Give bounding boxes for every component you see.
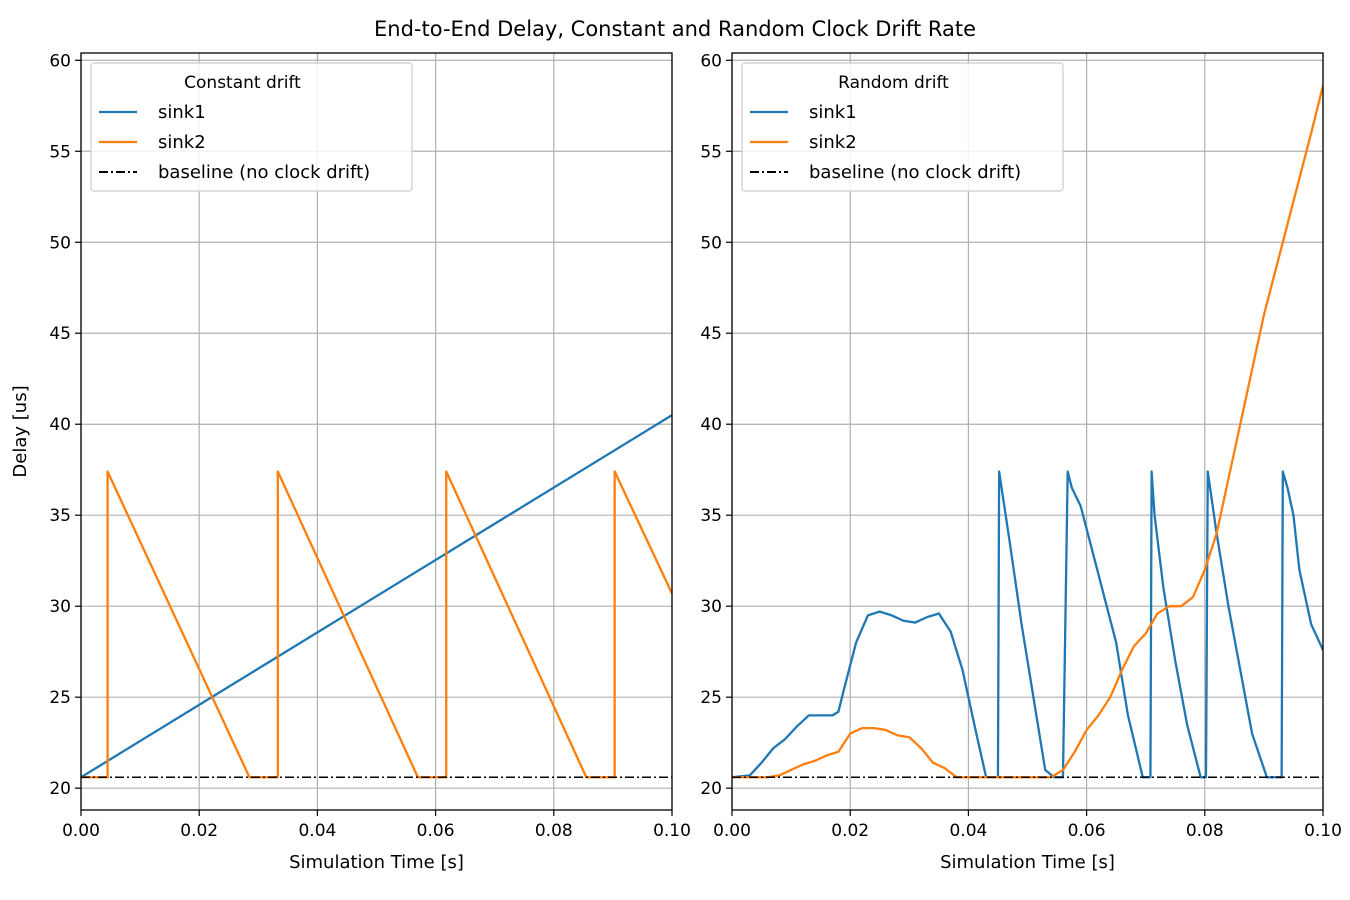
chart2-frame bbox=[731, 52, 1324, 811]
chart2-ytick-label: 20 bbox=[700, 779, 722, 799]
chart1-ytick-label: 25 bbox=[49, 688, 71, 708]
right-chart-random-drift: 0.00 0.02 0.04 0.06 0.08 0.10 20 25 30 35 40 45 50 55… bbox=[700, 51, 1342, 873]
chart2-legend: Random drift sink1 sink2 baseline (no clock… bbox=[741, 62, 1064, 192]
chart2-ytick-label: 50 bbox=[700, 233, 722, 253]
chart2-ytick-label: 60 bbox=[700, 51, 722, 71]
chart1-xtick-label: 0.04 bbox=[298, 821, 336, 841]
chart2-legend-box bbox=[741, 62, 1064, 192]
chart1-ytick-label: 45 bbox=[49, 324, 71, 344]
chart2-legend-label-sink2: sink2 bbox=[809, 132, 857, 153]
chart2-ytick-label: 35 bbox=[700, 506, 722, 526]
chart2-series-group bbox=[732, 85, 1323, 779]
chart1-ytick-label: 40 bbox=[49, 415, 71, 435]
chart2-xtick-label: 0.00 bbox=[713, 821, 751, 841]
chart1-ytick-label: 55 bbox=[49, 142, 71, 162]
chart1-legend-box bbox=[90, 62, 413, 192]
chart2-ytick-label: 25 bbox=[700, 688, 722, 708]
chart1-legend-label-baseline-no-clock-drift: baseline (no clock drift) bbox=[158, 162, 370, 183]
chart1-ytick-label: 30 bbox=[49, 597, 71, 617]
chart1-ytick-label: 35 bbox=[49, 506, 71, 526]
chart1-xtick-label: 0.00 bbox=[62, 821, 100, 841]
chart2-ytick-label: 40 bbox=[700, 415, 722, 435]
chart1-xtick-label: 0.08 bbox=[535, 821, 573, 841]
chart1-series-sink1 bbox=[81, 414, 672, 779]
chart1-series-group bbox=[81, 414, 672, 779]
chart2-series-sink1 bbox=[732, 470, 1323, 779]
chart2-xtick-label: 0.04 bbox=[949, 821, 987, 841]
chart2-xtick-label: 0.06 bbox=[1068, 821, 1106, 841]
figure-suptitle: End-to-End Delay, Constant and Random Cl… bbox=[374, 17, 976, 41]
chart1-xtick-label: 0.10 bbox=[653, 821, 691, 841]
chart1-ytick-label: 60 bbox=[49, 51, 71, 71]
chart1-series-sink2 bbox=[81, 470, 672, 779]
chart1-ytick-label: 20 bbox=[49, 779, 71, 799]
chart2-xtick-label: 0.08 bbox=[1186, 821, 1224, 841]
chart1-x-axis-label: Simulation Time [s] bbox=[289, 852, 464, 873]
chart2-ytick-label: 30 bbox=[700, 597, 722, 617]
chart2-ytick-label: 55 bbox=[700, 142, 722, 162]
chart2-series-sink2 bbox=[732, 85, 1323, 779]
chart1-legend-label-sink2: sink2 bbox=[158, 132, 206, 153]
chart2-xtick-label: 0.02 bbox=[831, 821, 869, 841]
chart1-xtick-label: 0.02 bbox=[180, 821, 218, 841]
chart2-legend-title: Random drift bbox=[838, 73, 949, 93]
chart1-legend: Constant drift sink1 sink2 baseline (no clo… bbox=[90, 62, 413, 192]
chart1-ytick-label: 50 bbox=[49, 233, 71, 253]
chart1-y-axis-label: Delay [us] bbox=[10, 385, 31, 477]
chart1-legend-label-sink1: sink1 bbox=[158, 102, 206, 123]
chart2-legend-label-sink1: sink1 bbox=[809, 102, 857, 123]
chart2-xtick-label: 0.10 bbox=[1304, 821, 1342, 841]
left-chart-constant-drift: 0.00 0.02 0.04 0.06 0.08 0.10 20 25 30 35 40 45 50 55… bbox=[10, 51, 691, 873]
chart2-x-axis-label: Simulation Time [s] bbox=[940, 852, 1115, 873]
chart2-legend-label-baseline-no-clock-drift: baseline (no clock drift) bbox=[809, 162, 1021, 183]
chart2-ytick-label: 45 bbox=[700, 324, 722, 344]
chart1-frame bbox=[80, 52, 673, 811]
chart1-xtick-label: 0.06 bbox=[417, 821, 455, 841]
chart1-legend-title: Constant drift bbox=[184, 73, 301, 93]
